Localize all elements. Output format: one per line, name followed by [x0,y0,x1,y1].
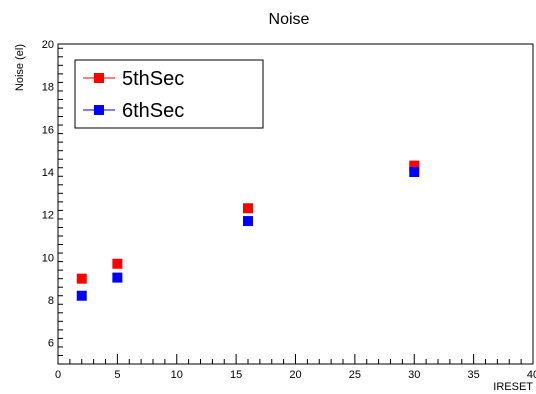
chart-title: Noise [269,11,310,28]
data-point-6thsec [112,272,123,283]
y-tick-label: 18 [42,82,54,94]
x-tick-label: 35 [468,369,480,381]
legend-marker [94,105,104,115]
data-point-6thsec [76,290,87,301]
x-tick-label: 40 [527,369,536,381]
y-tick-label: 12 [42,210,54,222]
x-tick-label: 0 [55,369,61,381]
y-tick-label: 20 [42,39,54,51]
data-point-5thsec [243,203,253,214]
data-points [76,160,420,301]
legend-label: 5thSec [122,68,184,90]
y-axis-ticks: 6 8 10 12 14 16 18 20 [42,39,63,365]
y-tick-label: 14 [42,167,54,179]
x-axis-title: IRESET [493,381,533,393]
legend-label: 6thSec [122,100,184,122]
legend-marker [94,73,104,83]
y-tick-label: 16 [42,124,54,136]
data-point-5thsec [409,160,420,171]
data-point-5thsec [112,258,123,269]
x-tick-label: 10 [171,369,183,381]
legend: 5thSec 6thSec [74,59,264,129]
data-point-6thsec [243,216,253,227]
y-tick-label: 8 [48,295,54,307]
x-tick-label: 5 [114,369,120,381]
legend-box [74,59,264,129]
x-tick-label: 15 [230,369,242,381]
data-point-5thsec [76,273,87,284]
data-point-6thsec [409,167,420,177]
x-tick-label: 25 [349,369,361,381]
x-axis-ticks: 0 5 10 15 20 25 30 35 40 [55,354,536,381]
y-tick-label: 6 [48,338,54,350]
y-tick-label: 10 [42,252,54,264]
x-tick-label: 30 [408,369,420,381]
x-tick-label: 20 [289,369,301,381]
y-axis-title: Noise (el) [14,44,26,91]
